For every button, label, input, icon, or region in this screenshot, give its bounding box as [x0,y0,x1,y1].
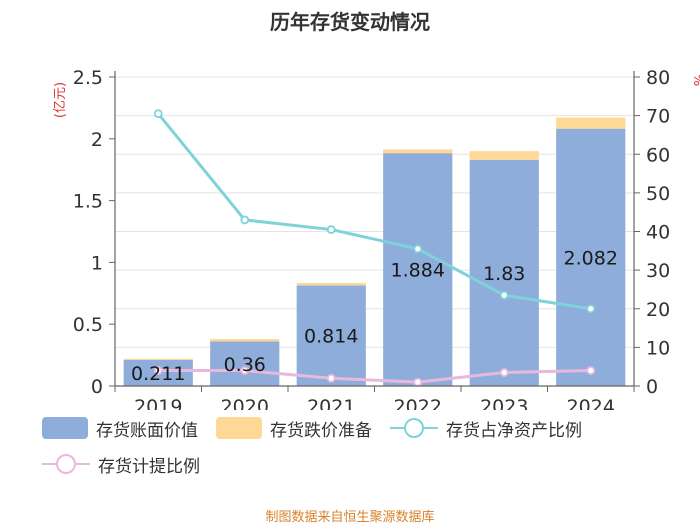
chart-title: 历年存货变动情况 [270,10,430,34]
legend-label: 存货账面价值 [96,420,198,441]
point-inventory-ratio-2024 [586,304,596,314]
legend-swatch-book-value [42,417,88,439]
legend-item-inventory-ratio[interactable]: 存货占净资产比例 [390,416,582,441]
point-inventory-ratio-2023 [499,290,509,300]
bar-impairment-2022 [383,149,453,154]
source-note: 制图数据来自恒生聚源数据库 [265,510,435,525]
point-provision-ratio-2024 [586,366,596,375]
legend-label: 存货占净资产比例 [446,420,582,441]
y-axis-right-title: % [690,74,700,86]
legend-item-impairment[interactable]: 存货跌价准备 [216,416,372,441]
bar-book-value-2023 [469,159,539,386]
line-series [153,109,596,387]
x-tick-label: 2023 [480,396,528,410]
point-provision-ratio-2022 [413,377,423,387]
x-tick-label: 2020 [221,396,269,410]
point-inventory-ratio-2021 [326,225,336,234]
data-label-2019: 0.211 [131,363,185,385]
y-right-tick-label: 40 [646,222,670,244]
y-right-tick-label: 30 [646,260,670,282]
bar-impairment-2021 [296,282,366,286]
y-left-tick-label: 0.5 [73,314,103,336]
y-left-tick-label: 1 [91,252,103,274]
legend-label: 存货计提比例 [98,456,200,477]
data-label-2022: 1.884 [391,260,445,282]
x-tick-label: 2021 [307,396,355,410]
point-provision-ratio-2019 [153,366,163,375]
y-left-tick-label: 0 [91,376,103,398]
bar-book-value-2021 [296,285,366,386]
point-provision-ratio-2020 [240,366,250,375]
legend-label: 存货跌价准备 [270,420,372,441]
y-right-tick-label: 0 [646,376,658,398]
data-label-2023: 1.83 [483,263,525,285]
legend: 存货账面价值 存货跌价准备 存货占净资产比例 存货计提比例 [42,410,682,482]
bar-impairment-2020 [210,339,280,342]
point-inventory-ratio-2019 [153,109,163,119]
y-left-tick-label: 2.5 [73,67,103,89]
x-tick-label: 2019 [134,396,182,410]
grid-lines [115,76,634,348]
point-provision-ratio-2023 [499,368,509,377]
y-right-tick-label: 80 [646,67,670,89]
legend-swatch-provision-ratio [42,453,90,475]
data-label-2021: 0.814 [304,326,358,348]
point-inventory-ratio-2022 [413,244,423,254]
bar-impairment-2019 [123,358,193,360]
line-provision-ratio [158,369,591,384]
point-inventory-ratio-2020 [240,215,250,225]
bar-book-value-2024 [556,128,626,386]
legend-swatch-inventory-ratio [390,417,438,439]
line-inventory-ratio [157,112,591,311]
x-tick-label: 2022 [394,396,442,410]
y-left-tick-label: 2 [91,129,103,151]
chart: 0.211 0.36 0.814 1.884 1.83 2.082 0 0.5 1 1.5 2 2.… [53,67,700,410]
y-right-tick-label: 60 [646,144,670,166]
y-left-tick-label: 1.5 [73,191,103,213]
data-label-2020: 0.36 [224,354,266,376]
bar-series [123,117,626,386]
data-label-2024: 2.082 [564,247,618,269]
axes: 0 0.5 1 1.5 2 2.5 0 10 20 30 40 50 60 70 80 2019 2020 202… [53,67,700,410]
bar-book-value-2020 [210,341,280,386]
y-right-tick-label: 10 [646,337,670,359]
bar-book-value-2022 [383,153,453,386]
y-right-tick-label: 20 [646,299,670,321]
y-axis-left-title: (亿元) [53,82,68,118]
y-right-tick-label: 70 [646,106,670,128]
y-right-tick-label: 50 [646,183,670,205]
legend-item-book-value[interactable]: 存货账面价值 [42,416,198,441]
data-labels: 0.211 0.36 0.814 1.884 1.83 2.082 [131,247,618,385]
bar-impairment-2023 [469,151,539,160]
point-provision-ratio-2021 [326,373,336,383]
legend-item-provision-ratio[interactable]: 存货计提比例 [42,452,200,477]
bar-impairment-2024 [556,117,626,129]
legend-swatch-impairment [216,417,262,439]
x-tick-label: 2024 [567,396,615,410]
